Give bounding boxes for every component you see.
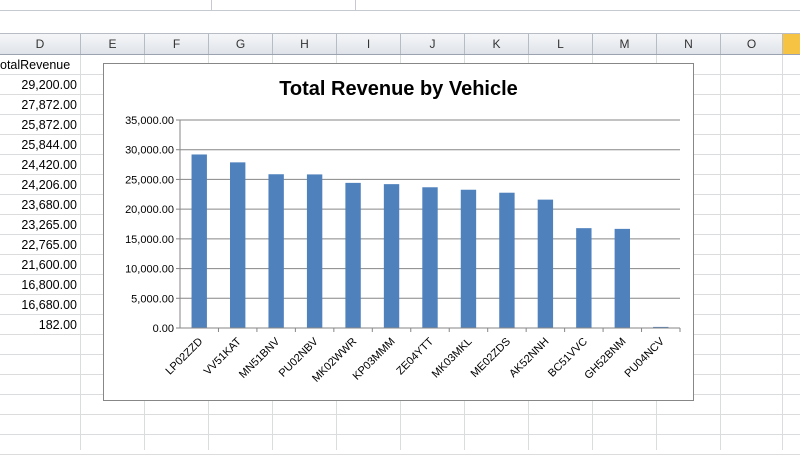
column-header-m[interactable]: M (593, 34, 657, 54)
chart-title: Total Revenue by Vehicle (279, 78, 518, 100)
column-header-n[interactable]: N (657, 34, 721, 54)
x-tick-label: ME02ZDS (469, 336, 513, 380)
data-cell[interactable]: 25,844.00 (21, 138, 77, 152)
bar (537, 199, 554, 328)
chart-plot-area: 0.00 5,000.00 10,000.00 15,000.00 20,000.00 2… (125, 115, 681, 385)
header-cell[interactable]: otalRevenue (0, 58, 71, 72)
bar (460, 189, 477, 328)
column-header-i[interactable]: I (337, 34, 401, 54)
bar (306, 174, 323, 328)
x-tick-label: GH52BNM (582, 336, 628, 382)
data-cell[interactable]: 22,765.00 (21, 238, 77, 252)
grid-col-line (80, 55, 81, 450)
y-tick-label: 0.00 (153, 323, 174, 335)
bar (499, 192, 515, 328)
bar (230, 162, 246, 328)
column-header-k[interactable]: K (465, 34, 529, 54)
strip-divider (211, 0, 212, 10)
column-header-f[interactable]: F (145, 34, 209, 54)
y-tick-label: 20,000.00 (125, 204, 174, 216)
strip-divider (355, 0, 356, 10)
column-header-h[interactable]: H (273, 34, 337, 54)
x-tick-label: AK52NNH (507, 336, 551, 380)
column-header-g[interactable]: G (209, 34, 273, 54)
y-tick-label: 25,000.00 (125, 174, 174, 186)
bar (576, 228, 592, 328)
column-header-e[interactable]: E (81, 34, 145, 54)
data-cell[interactable]: 16,680.00 (21, 298, 77, 312)
data-cell[interactable]: 21,600.00 (21, 258, 77, 272)
data-cell[interactable]: 29,200.00 (21, 78, 77, 92)
bar (268, 174, 284, 328)
data-cell[interactable]: 24,206.00 (21, 178, 77, 192)
column-header-l[interactable]: L (529, 34, 593, 54)
bar (191, 154, 207, 328)
y-tick-label: 30,000.00 (125, 145, 174, 157)
column-header-o[interactable]: O (721, 34, 783, 54)
column-header-p[interactable] (783, 34, 800, 54)
column-header-row: D E F G H I J K L M N O (0, 34, 800, 55)
data-cell[interactable]: 27,872.00 (21, 98, 77, 112)
x-tick-label: PU04NCV (623, 335, 668, 380)
bar (345, 182, 361, 328)
bar (383, 184, 400, 328)
bar (653, 326, 669, 328)
data-cell[interactable]: 16,800.00 (21, 278, 77, 292)
data-cell[interactable]: 25,872.00 (21, 118, 77, 132)
data-cell[interactable]: 24,420.00 (21, 158, 77, 172)
grid-col-line (720, 55, 721, 450)
data-cell[interactable]: 23,265.00 (21, 218, 77, 232)
x-tick-label: LP02ZZD (164, 336, 206, 378)
grid-col-line (782, 55, 783, 450)
bar-chart[interactable]: Total Revenue by Vehicle 0.00 5,000.00 10,… (103, 63, 694, 401)
y-tick-label: 5,000.00 (131, 293, 174, 305)
data-cell[interactable]: 23,680.00 (21, 198, 77, 212)
bar (422, 187, 438, 328)
ribbon-strip (0, 0, 800, 11)
y-tick-label: 35,000.00 (125, 115, 174, 127)
column-header-d[interactable]: D (0, 34, 81, 54)
formula-bar[interactable] (0, 11, 800, 34)
x-tick-label: MN51BNV (237, 335, 283, 381)
column-header-j[interactable]: J (401, 34, 465, 54)
y-tick-label: 15,000.00 (125, 234, 174, 246)
bar (614, 228, 630, 328)
y-tick-label: 10,000.00 (125, 264, 174, 276)
x-tick-label: MK03MKL (430, 336, 475, 381)
data-cell[interactable]: 182.00 (38, 318, 77, 332)
